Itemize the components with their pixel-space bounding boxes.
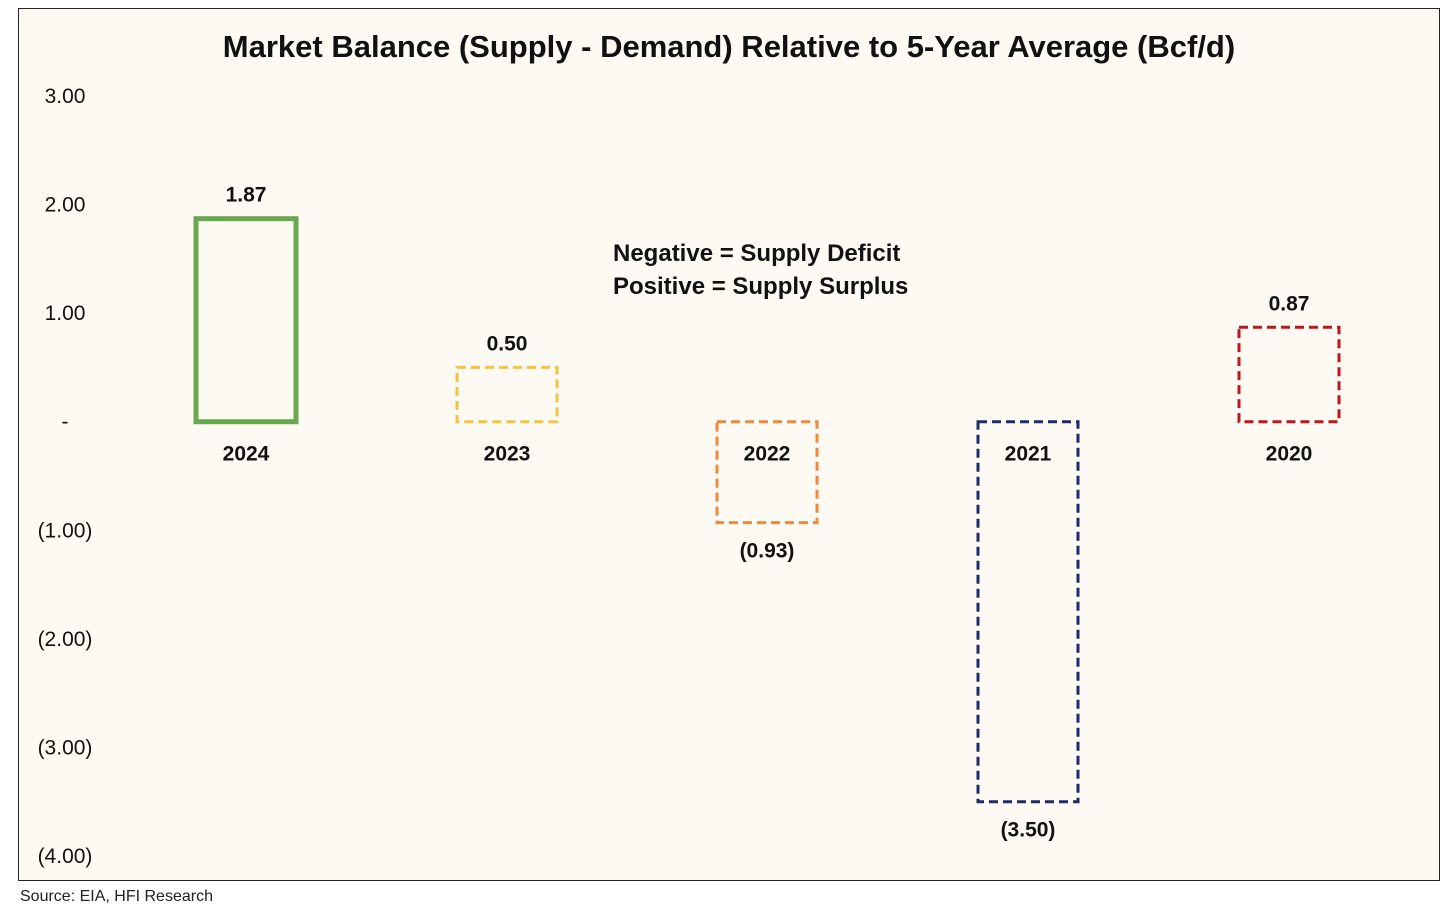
bar-2023 xyxy=(455,365,559,424)
bar-2022 xyxy=(715,420,819,525)
data-label: 1.87 xyxy=(226,184,267,207)
annotation-note: Negative = Supply Deficit Positive = Sup… xyxy=(613,237,908,303)
data-label: (0.93) xyxy=(740,540,795,563)
bar-2020 xyxy=(1237,325,1341,424)
x-tick-label: 2020 xyxy=(1266,443,1313,466)
x-tick-label: 2021 xyxy=(1005,443,1052,466)
x-tick-label: 2022 xyxy=(744,443,791,466)
data-label: (3.50) xyxy=(1001,819,1056,842)
y-tick-label: (4.00) xyxy=(38,845,93,868)
y-tick-label: 2.00 xyxy=(45,194,86,217)
bar-2021 xyxy=(976,420,1080,804)
data-label: 0.50 xyxy=(487,332,528,355)
y-tick-label: 1.00 xyxy=(45,302,86,325)
y-tick-label: 3.00 xyxy=(45,85,86,108)
y-tick-label: - xyxy=(62,411,69,434)
chart-title: Market Balance (Supply - Demand) Relativ… xyxy=(222,29,1236,64)
x-tick-label: 2024 xyxy=(223,443,270,466)
y-tick-label: (3.00) xyxy=(38,736,93,759)
bar-2024 xyxy=(193,216,299,425)
annotation-negative: Negative = Supply Deficit xyxy=(613,240,901,267)
source-note: Source: EIA, HFI Research xyxy=(20,888,213,905)
annotation-positive: Positive = Supply Surplus xyxy=(613,273,909,300)
chart-frame: Market Balance (Supply - Demand) Relativ… xyxy=(18,8,1440,881)
y-tick-label: (2.00) xyxy=(38,628,93,651)
x-tick-label: 2023 xyxy=(484,443,531,466)
data-label: 0.87 xyxy=(1269,292,1310,315)
y-tick-label: (1.00) xyxy=(38,519,93,542)
